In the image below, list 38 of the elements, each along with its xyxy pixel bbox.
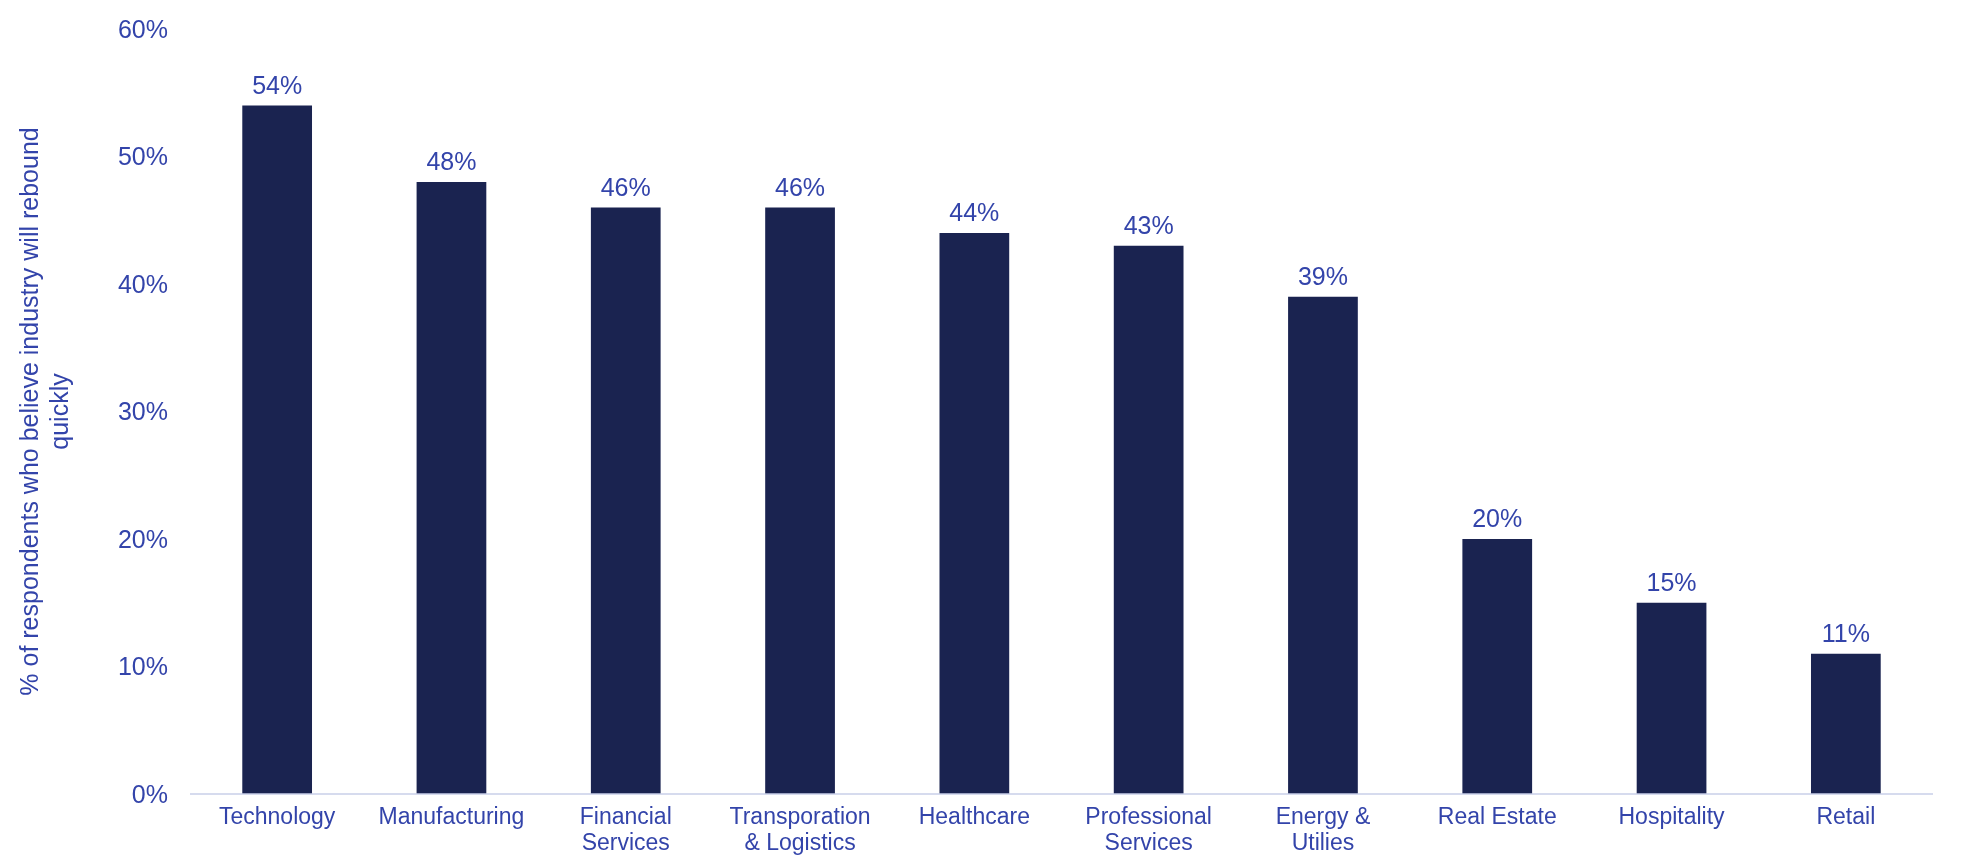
data-label: 43%	[1123, 210, 1174, 239]
x-tick-label: Retail	[1816, 803, 1876, 829]
x-tick-label: Manufacturing	[378, 803, 525, 829]
bar	[1462, 539, 1533, 794]
bar	[590, 207, 661, 794]
y-axis-title: % of respondents who believe industry will rebound quickly	[15, 127, 73, 696]
data-label: 44%	[949, 198, 1000, 226]
x-tick-label: Financial Services	[579, 803, 672, 855]
x-tick-label: Healthcare	[918, 803, 1030, 829]
data-label: 15%	[1646, 567, 1697, 596]
data-label: 48%	[426, 147, 477, 175]
bar	[1288, 296, 1358, 794]
bar	[416, 182, 487, 794]
x-tick-label: Technology	[218, 803, 336, 829]
data-label: 46%	[600, 172, 651, 201]
x-tick-label: Hospitality	[1618, 803, 1726, 829]
data-label: 54%	[252, 70, 303, 99]
y-tick-label: 60%	[117, 14, 168, 43]
data-label: 11%	[1821, 618, 1870, 647]
bar	[1113, 245, 1184, 794]
data-label: 39%	[1297, 261, 1348, 290]
y-tick-label: 20%	[117, 524, 168, 553]
x-tick-label: Real Estate	[1437, 803, 1557, 829]
bar	[1636, 602, 1707, 794]
x-tick-label: Energy & Utilies	[1275, 803, 1371, 855]
bar	[939, 233, 1010, 794]
data-label: 46%	[775, 172, 826, 201]
x-tick-label: Professional Services	[1085, 803, 1212, 855]
data-label: 20%	[1472, 504, 1523, 532]
bar	[765, 207, 835, 794]
bar	[242, 105, 313, 794]
y-tick-label: 50%	[117, 142, 168, 171]
bar	[1810, 653, 1881, 794]
y-tick-label: 10%	[117, 652, 168, 681]
y-tick-label: 30%	[117, 397, 168, 426]
y-tick-label: 0%	[131, 779, 168, 808]
x-tick-label: Transporation & Logistics	[729, 803, 871, 855]
y-tick-label: 40%	[117, 269, 168, 298]
